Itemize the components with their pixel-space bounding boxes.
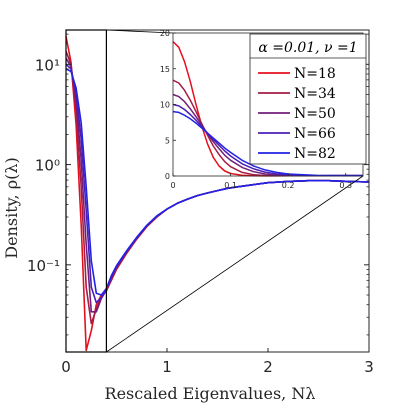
main-y-axis-label: Density, ρ(λ)	[2, 157, 21, 258]
main-x-tick-label: 0	[61, 358, 71, 376]
main-x-tick-label: 2	[263, 358, 273, 376]
legend-entry-label: N=34	[294, 86, 336, 102]
zoom-region-box	[65, 29, 108, 353]
main-y-tick-label: 10⁰	[35, 157, 60, 175]
legend-entry-label: N=82	[294, 146, 336, 162]
legend-entries: N=18 N=34 N=50 N=66 N=82	[258, 66, 336, 162]
inset-x-tick-label: 0.1	[224, 181, 237, 190]
zoom-connector-top	[106, 29, 174, 34]
main-x-axis-label: Rescaled Eigenvalues, Nλ	[105, 384, 316, 403]
legend-entry-label: N=50	[294, 106, 336, 122]
inset-x-tick-label: 0.3	[339, 181, 352, 190]
legend-title: α =0.01, ν =1	[258, 40, 357, 56]
legend: α =0.01, ν =1 N=18 N=34 N=50 N=66 N=82	[249, 33, 367, 165]
legend-entry-label: N=66	[294, 126, 336, 142]
inset-y-tick-label: 5	[165, 136, 170, 145]
main-y-tick-label: 10⁻¹	[27, 257, 60, 275]
main-y-tick-label: 10¹	[35, 56, 60, 74]
inset-y-tick-label: 20	[160, 29, 170, 38]
main-x-tick-label: 3	[364, 358, 374, 376]
main-ticks-group: 0 1 2 3 10⁻¹ 10⁰ 10¹	[27, 33, 374, 376]
inset-ticks-group: 0 0.1 0.2 0.3 0 5 10 15 20	[160, 29, 352, 190]
legend-box	[249, 33, 367, 165]
inset-y-tick-label: 10	[160, 101, 170, 110]
inset-y-tick-label: 0	[165, 172, 170, 181]
main-series-group	[65, 36, 370, 352]
inset-x-tick-label: 0	[170, 181, 175, 190]
inset-x-tick-label: 0.2	[282, 181, 295, 190]
legend-entry-label: N=18	[294, 66, 336, 82]
zoom-connector-bottom	[106, 175, 364, 353]
main-x-tick-label: 1	[162, 358, 172, 376]
inset-y-tick-label: 15	[160, 65, 170, 74]
inset-chart: 0 0.1 0.2 0.3 0 5 10 15 20 α =0.01, ν =1 N=18 N=3…	[160, 29, 367, 190]
main-series-line-5	[65, 68, 370, 296]
